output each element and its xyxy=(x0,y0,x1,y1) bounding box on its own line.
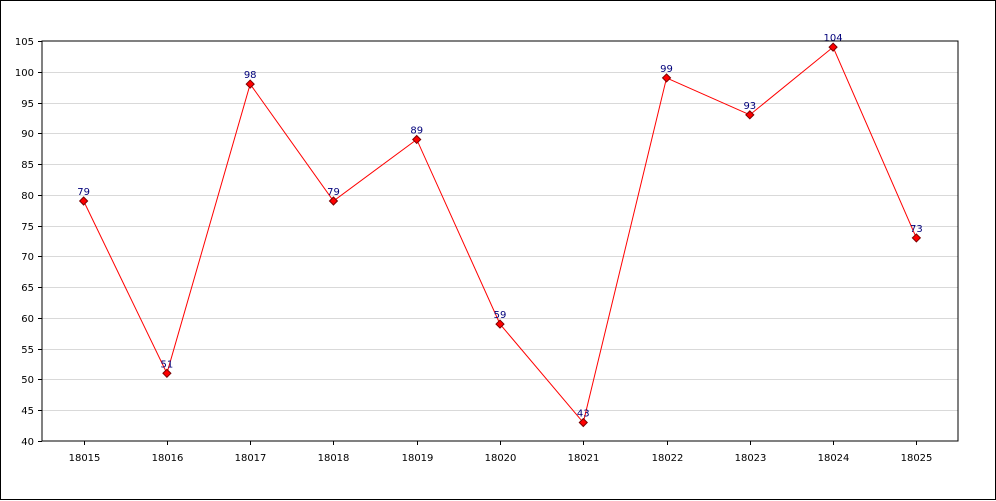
gridlines xyxy=(42,72,958,411)
x-tick-label: 18023 xyxy=(735,453,767,464)
x-tick-label: 18021 xyxy=(568,453,600,464)
y-tick-label: 90 xyxy=(21,129,34,140)
y-tick-label: 40 xyxy=(21,437,34,448)
y-tick-label: 55 xyxy=(21,345,34,356)
data-point-marker xyxy=(162,368,172,379)
y-tick-label: 75 xyxy=(21,222,34,233)
data-label: 104 xyxy=(824,33,843,44)
data-label: 79 xyxy=(327,187,340,198)
x-tick-label: 18019 xyxy=(402,453,434,464)
data-label: 93 xyxy=(743,101,756,112)
labels-layer: 79 51 98 79 89 59 43 99 93 104 73 xyxy=(77,33,922,419)
data-point-marker xyxy=(328,196,339,206)
plot-border xyxy=(41,40,959,442)
x-tick-label: 18020 xyxy=(485,453,517,464)
y-tick-label: 60 xyxy=(21,314,34,325)
data-point-marker xyxy=(828,42,838,52)
plot-area xyxy=(42,41,958,441)
y-tick-label: 100 xyxy=(15,68,34,79)
x-tick-label: 18017 xyxy=(235,453,267,464)
y-tick-label: 80 xyxy=(21,191,34,202)
axes: 40 45 50 55 60 65 70 75 80 85 90 95 100 105 18015 18016… xyxy=(15,37,933,464)
y-tick-label: 65 xyxy=(21,283,34,294)
data-point-marker xyxy=(245,79,255,89)
data-point-marker xyxy=(495,319,505,329)
y-tick-label: 70 xyxy=(21,252,34,263)
y-tick-label: 105 xyxy=(15,37,34,48)
x-tick-label: 18016 xyxy=(152,453,184,464)
data-label: 43 xyxy=(577,409,590,420)
x-tick-label: 18018 xyxy=(318,453,350,464)
y-tick-label: 85 xyxy=(21,160,34,171)
x-tick-label: 18022 xyxy=(652,453,684,464)
y-tick-label: 50 xyxy=(21,375,34,386)
data-point-marker xyxy=(578,417,588,428)
data-point-marker xyxy=(78,196,89,206)
data-label: 73 xyxy=(910,224,923,235)
y-tick-label: 45 xyxy=(21,406,34,417)
data-label: 98 xyxy=(244,70,257,81)
data-label: 59 xyxy=(494,310,507,321)
series-layer xyxy=(78,42,922,428)
x-tick-label: 18015 xyxy=(69,453,101,464)
x-tick-label: 18024 xyxy=(818,453,850,464)
data-label: 89 xyxy=(410,125,423,136)
data-point-marker xyxy=(412,134,422,145)
x-tick-label: 18025 xyxy=(901,453,933,464)
data-point-marker xyxy=(911,233,922,243)
data-point-marker xyxy=(661,73,672,83)
data-label: 51 xyxy=(161,359,174,370)
data-point-marker xyxy=(745,110,755,120)
data-label: 99 xyxy=(660,64,673,75)
y-tick-label: 95 xyxy=(21,99,34,110)
data-label: 79 xyxy=(77,187,90,198)
